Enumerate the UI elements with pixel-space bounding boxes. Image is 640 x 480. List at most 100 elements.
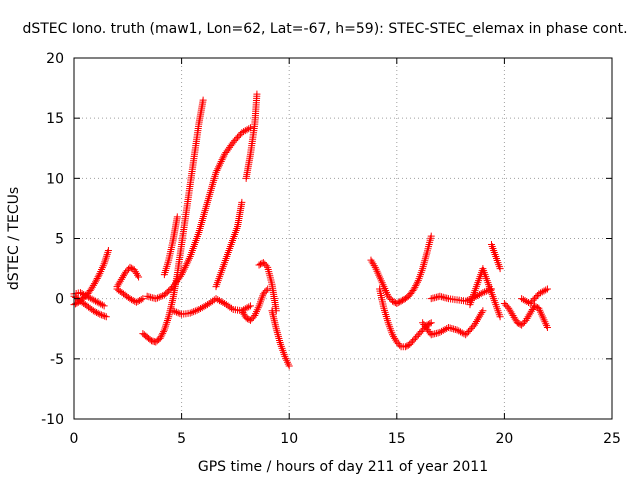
data-point — [482, 287, 490, 295]
data-point — [411, 283, 419, 291]
data-point — [103, 250, 111, 258]
data-point — [516, 320, 524, 328]
data-point — [245, 303, 253, 311]
x-tick-label: 10 — [280, 431, 298, 447]
data-point — [119, 272, 127, 280]
data-point — [78, 290, 86, 298]
y-tick-label: 10 — [46, 171, 64, 187]
data-point — [136, 296, 144, 304]
axis-ticks: 0 5 10 15 20 25 -10 -5 0 5 10 15 20 — [41, 51, 621, 447]
data-point — [264, 285, 272, 293]
data-point — [369, 260, 377, 268]
data-point — [397, 297, 405, 305]
data-point — [93, 274, 101, 282]
data-point — [496, 265, 504, 273]
data-point — [172, 308, 180, 316]
data-point — [413, 280, 421, 288]
x-tick-label: 0 — [70, 431, 79, 447]
data-point — [477, 310, 485, 318]
data-point — [368, 258, 376, 266]
data-point — [134, 297, 142, 305]
data-point — [529, 296, 537, 304]
data-point — [231, 137, 239, 145]
data-point — [248, 315, 256, 323]
data-point — [215, 163, 223, 171]
data-point — [531, 302, 539, 310]
data-point — [88, 283, 96, 291]
data-point — [94, 309, 102, 317]
data-point — [426, 329, 434, 337]
x-tick-label: 15 — [388, 431, 406, 447]
data-point — [131, 268, 139, 276]
data-point — [123, 267, 131, 275]
data-point — [249, 313, 257, 321]
data-point — [178, 269, 186, 277]
data-point — [476, 312, 484, 320]
data-point — [126, 263, 134, 271]
data-point — [261, 260, 269, 268]
data-point — [130, 266, 138, 274]
data-point — [216, 159, 224, 167]
data-point — [139, 295, 147, 303]
data-point — [417, 328, 425, 336]
data-point — [370, 262, 378, 270]
data-point — [519, 320, 527, 328]
data-point — [393, 338, 401, 346]
data-point — [158, 331, 166, 339]
data-point — [152, 295, 160, 303]
data-point — [162, 320, 170, 328]
data-point — [474, 316, 481, 324]
data-points — [70, 90, 551, 370]
data-point — [178, 271, 186, 279]
x-tick-label: 20 — [495, 431, 513, 447]
data-point — [238, 307, 246, 315]
data-point — [471, 319, 479, 327]
data-point — [403, 342, 411, 350]
data-point — [174, 309, 182, 317]
data-point — [410, 336, 418, 344]
data-point — [89, 281, 97, 289]
data-point — [259, 259, 267, 267]
data-point — [426, 320, 434, 328]
data-point — [116, 277, 124, 285]
data-point — [188, 308, 196, 316]
data-point — [104, 247, 112, 255]
data-point — [409, 337, 417, 345]
data-point — [234, 133, 242, 141]
data-point — [214, 165, 222, 173]
data-point — [71, 300, 79, 308]
data-point — [531, 295, 539, 303]
data-point — [427, 319, 435, 327]
data-point — [406, 340, 414, 348]
data-point — [184, 258, 192, 266]
data-point — [182, 262, 190, 270]
data-point — [411, 334, 419, 342]
data-point — [463, 329, 471, 337]
data-point — [228, 304, 236, 312]
data-point — [245, 316, 253, 324]
data-point — [467, 324, 475, 332]
data-point — [261, 288, 269, 296]
data-point — [528, 305, 536, 313]
data-point — [92, 278, 100, 286]
data-point — [173, 213, 181, 221]
data-point — [496, 313, 504, 321]
y-axis-label: dSTEC / TECUs — [6, 187, 22, 290]
data-point — [92, 276, 100, 284]
data-point — [94, 273, 102, 281]
data-point — [413, 278, 421, 286]
data-point — [500, 299, 508, 307]
data-point — [542, 286, 550, 294]
data-point — [180, 265, 188, 273]
data-point — [114, 281, 122, 289]
data-point — [156, 334, 164, 342]
data-point — [477, 290, 485, 298]
data-point — [127, 264, 135, 272]
data-point — [163, 316, 171, 324]
y-tick-label: 15 — [46, 111, 64, 127]
data-point — [95, 271, 103, 279]
data-point — [98, 301, 106, 309]
data-point — [76, 289, 84, 297]
data-point — [510, 313, 518, 321]
data-point — [479, 289, 487, 297]
